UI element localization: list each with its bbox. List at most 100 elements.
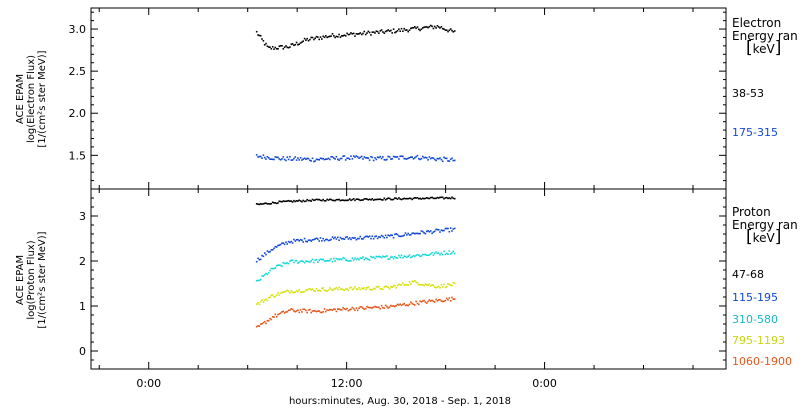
electron-point-175-315 (379, 155, 382, 158)
proton-point-310-580 (423, 253, 425, 256)
proton-point-115-195 (375, 235, 378, 237)
proton-point-115-195 (403, 234, 405, 236)
electron-point-175-315 (358, 157, 360, 159)
proton-point-795-1193 (297, 290, 299, 293)
proton-point-1060-1900 (261, 323, 263, 325)
proton-point-310-580 (299, 260, 302, 262)
legend-item-310-580: 310-580 (732, 313, 778, 326)
proton-point-47-68 (270, 202, 273, 205)
proton-point-1060-1900 (335, 310, 338, 313)
proton-point-115-195 (388, 235, 391, 237)
electron-point-175-315 (266, 156, 269, 158)
electron-point-38-53 (343, 34, 346, 36)
electron-point-175-315 (326, 158, 328, 160)
proton-point-115-195 (420, 230, 423, 232)
proton-point-1060-1900 (392, 305, 395, 307)
proton-point-47-68 (302, 199, 304, 202)
proton-ytick-label: 2 (79, 255, 86, 268)
proton-point-310-580 (305, 260, 307, 262)
proton-point-310-580 (344, 259, 347, 261)
electron-point-38-53 (258, 34, 261, 37)
proton-point-795-1193 (416, 282, 419, 284)
proton-point-47-68 (445, 196, 448, 199)
proton-point-47-68 (399, 198, 401, 200)
proton-point-115-195 (318, 240, 320, 242)
proton-point-115-195 (451, 230, 453, 232)
proton-point-115-195 (303, 237, 306, 240)
proton-point-310-580 (271, 267, 274, 270)
electron-point-175-315 (303, 157, 306, 160)
proton-point-1060-1900 (327, 309, 330, 312)
electron-point-175-315 (440, 158, 443, 161)
electron-point-175-315 (404, 158, 407, 160)
proton-point-310-580 (262, 275, 265, 277)
proton-point-47-68 (269, 203, 271, 205)
proton-point-310-580 (382, 255, 384, 257)
proton-point-310-580 (326, 260, 328, 262)
proton-point-115-195 (372, 237, 375, 240)
proton-point-115-195 (418, 232, 420, 235)
proton-point-1060-1900 (271, 316, 274, 318)
proton-point-1060-1900 (424, 301, 427, 303)
electron-point-175-315 (287, 158, 290, 161)
electron-point-38-53 (420, 28, 423, 30)
proton-point-795-1193 (418, 283, 420, 286)
proton-point-1060-1900 (323, 308, 326, 310)
electron-point-38-53 (323, 36, 326, 39)
electron-point-175-315 (384, 159, 387, 161)
electron-point-38-53 (395, 31, 397, 33)
proton-point-795-1193 (326, 290, 328, 292)
proton-point-115-195 (297, 238, 299, 241)
proton-point-47-68 (372, 199, 375, 201)
proton-point-310-580 (290, 259, 293, 262)
legend-item-1060-1900: 1060-1900 (732, 355, 792, 368)
proton-point-1060-1900 (362, 307, 364, 309)
proton-point-795-1193 (362, 288, 364, 290)
proton-point-47-68 (262, 203, 265, 205)
proton-point-47-68 (447, 197, 449, 200)
proton-point-1060-1900 (294, 310, 297, 313)
proton-point-1060-1900 (439, 298, 441, 301)
electron-point-38-53 (281, 45, 283, 47)
electron-point-38-53 (340, 35, 343, 37)
proton-point-1060-1900 (359, 306, 362, 308)
proton-point-310-580 (348, 260, 351, 262)
electron-point-38-53 (291, 43, 294, 45)
electron-point-175-315 (398, 158, 400, 160)
proton-point-47-68 (396, 198, 399, 200)
proton-point-795-1193 (338, 286, 340, 289)
proton-point-795-1193 (321, 287, 323, 290)
proton-point-795-1193 (441, 286, 444, 288)
proton-point-795-1193 (333, 288, 335, 291)
proton-ylabel-line-3: [1/(cm²s ster MeV)] (37, 231, 48, 329)
proton-point-310-580 (342, 257, 344, 259)
proton-point-310-580 (452, 250, 455, 253)
proton-point-47-68 (366, 198, 368, 200)
x-axis: 0:00 12:00 0:00 (136, 377, 557, 390)
proton-point-115-195 (443, 229, 445, 232)
proton-point-1060-1900 (370, 306, 372, 309)
electron-point-38-53 (359, 32, 362, 34)
proton-point-115-195 (262, 255, 265, 258)
electron-point-38-53 (270, 48, 273, 50)
proton-point-310-580 (275, 264, 278, 267)
proton-point-795-1193 (269, 296, 271, 299)
electron-point-175-315 (386, 158, 388, 161)
proton-point-115-195 (322, 237, 324, 240)
electron-point-38-53 (266, 45, 269, 47)
proton-point-310-580 (317, 261, 319, 263)
proton-point-310-580 (282, 261, 285, 264)
proton-point-47-68 (279, 200, 282, 203)
proton-point-795-1193 (376, 286, 379, 288)
proton-point-115-195 (289, 241, 291, 244)
proton-point-47-68 (290, 200, 293, 202)
proton-point-310-580 (447, 253, 449, 255)
electron-point-175-315 (351, 158, 354, 160)
proton-point-1060-1900 (443, 300, 445, 303)
proton-point-115-195 (327, 239, 330, 242)
proton-point-795-1193 (408, 281, 411, 283)
electron-point-38-53 (431, 25, 433, 28)
proton-point-115-195 (291, 242, 294, 244)
proton-point-47-68 (432, 197, 435, 200)
proton-point-795-1193 (259, 300, 262, 303)
